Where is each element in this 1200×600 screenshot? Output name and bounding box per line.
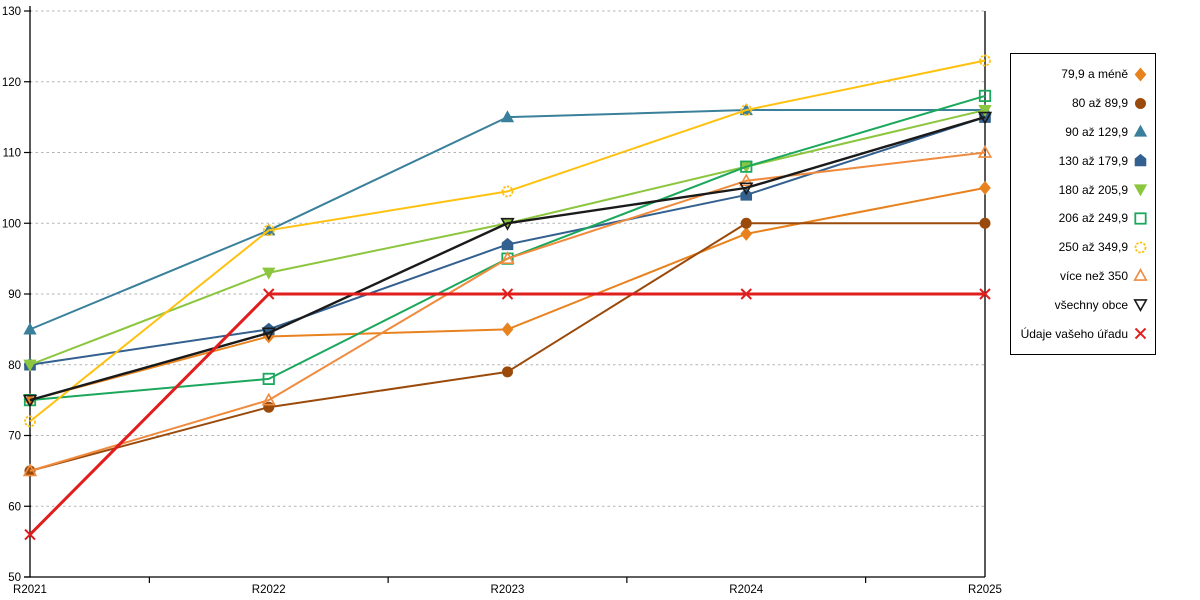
legend-item-label: Údaje vašeho úřadu xyxy=(1020,326,1128,341)
legend-item-label: 130 až 179,9 xyxy=(1058,153,1128,168)
series-line xyxy=(29,151,986,472)
legend-marker-icon xyxy=(1133,125,1148,138)
data-point-marker xyxy=(500,217,515,231)
x-tick-label: R2023 xyxy=(491,584,525,596)
legend-marker-icon xyxy=(1133,184,1148,197)
data-point-marker xyxy=(22,394,38,408)
y-tick-label: 110 xyxy=(3,148,21,160)
legend-item-label: 90 až 129,9 xyxy=(1065,124,1128,139)
data-point-marker xyxy=(977,145,993,158)
legend-item: 79,9 a méně xyxy=(1011,67,1155,82)
legend-item-label: více než 350 xyxy=(1059,268,1128,283)
legend-item: 180 až 205,9 xyxy=(1011,182,1155,197)
data-point-marker xyxy=(262,372,275,385)
data-point-marker xyxy=(740,217,752,229)
legend-item-label: 206 až 249,9 xyxy=(1058,211,1128,226)
legend-marker-icon xyxy=(1134,212,1147,225)
square-open-marker-icon xyxy=(1134,212,1147,225)
legend-item-label: 250 až 349,9 xyxy=(1058,240,1128,255)
triangle-up-open-marker-icon xyxy=(1133,268,1148,282)
data-point-marker xyxy=(22,463,38,477)
legend-marker-icon xyxy=(1134,241,1147,254)
legend-item: 250 až 349,9 xyxy=(1011,240,1155,255)
y-tick-label: 90 xyxy=(8,289,21,301)
x-tick-label: R2021 xyxy=(13,584,47,596)
data-point-marker xyxy=(261,327,276,341)
data-point-marker xyxy=(978,89,992,103)
data-point-marker xyxy=(23,359,37,372)
legend-marker-icon xyxy=(1133,268,1148,282)
legend-marker-icon xyxy=(1135,97,1146,109)
data-point-marker xyxy=(978,104,992,117)
data-point-marker xyxy=(977,111,993,125)
y-tick-label: 100 xyxy=(2,218,21,230)
series-line xyxy=(29,115,986,402)
y-tick-label: 50 xyxy=(8,572,21,584)
pentagon-marker-icon xyxy=(1134,154,1147,167)
data-point-marker xyxy=(501,185,514,198)
triangle-up-marker-icon xyxy=(1133,125,1148,138)
data-point-marker xyxy=(24,528,36,541)
legend-item-label: 79,9 a méně xyxy=(1061,67,1128,82)
circle-open-marker-icon xyxy=(1134,241,1147,254)
data-point-marker xyxy=(740,226,753,241)
triangle-down-marker-icon xyxy=(1133,184,1148,197)
series-line xyxy=(29,222,985,472)
circle-marker-icon xyxy=(1135,97,1146,109)
legend-item: Údaje vašeho úřadu xyxy=(1011,326,1155,341)
legend-marker-icon xyxy=(1134,327,1147,340)
data-point-marker xyxy=(262,267,276,280)
legend-item: 80 až 89,9 xyxy=(1011,96,1155,111)
data-point-marker xyxy=(740,104,753,116)
triangle-down-open-marker-icon xyxy=(1133,299,1148,313)
data-point-marker xyxy=(979,288,991,300)
legend-marker-icon xyxy=(1134,67,1147,82)
legend-item-label: 180 až 205,9 xyxy=(1058,182,1128,197)
legend-item: všechny obce xyxy=(1011,297,1155,313)
x-tick-label: R2024 xyxy=(729,584,763,596)
data-point-marker xyxy=(262,224,275,237)
data-point-marker xyxy=(501,288,514,300)
legend-item: 90 až 129,9 xyxy=(1011,124,1155,139)
y-tick-label: 60 xyxy=(8,501,21,513)
data-point-marker xyxy=(502,366,513,378)
y-tick-label: 130 xyxy=(2,6,21,18)
diamond-marker-icon xyxy=(1134,67,1147,82)
data-point-marker xyxy=(500,251,515,265)
data-point-marker xyxy=(23,322,37,335)
data-point-marker xyxy=(739,182,754,196)
data-point-marker xyxy=(500,110,515,123)
legend-item-label: všechny obce xyxy=(1054,297,1128,312)
data-point-marker xyxy=(24,415,36,428)
data-point-marker xyxy=(263,401,275,413)
legend-item-label: 80 až 89,9 xyxy=(1071,96,1128,111)
x-tick-label: R2025 xyxy=(968,584,1002,596)
y-tick-label: 80 xyxy=(8,360,21,372)
data-point-marker xyxy=(740,160,753,173)
data-point-marker xyxy=(261,392,276,406)
x-marker-icon xyxy=(1134,327,1147,340)
data-point-marker xyxy=(979,180,991,195)
data-point-marker xyxy=(263,288,275,300)
legend-marker-icon xyxy=(1134,154,1147,167)
series-line xyxy=(29,59,986,423)
data-point-marker xyxy=(501,237,514,251)
legend-item: více než 350 xyxy=(1011,268,1155,283)
data-point-marker xyxy=(740,288,752,300)
data-point-marker xyxy=(979,54,991,67)
legend-item: 206 až 249,9 xyxy=(1011,211,1155,226)
legend: 79,9 a méně 80 až 89,9 90 až 129,9 130 až 1… xyxy=(1010,53,1156,355)
y-tick-label: 120 xyxy=(2,77,21,89)
data-point-marker xyxy=(501,322,514,337)
legend-item: 130 až 179,9 xyxy=(1011,153,1155,168)
data-point-marker xyxy=(739,173,754,187)
y-tick-label: 70 xyxy=(8,431,21,443)
data-point-marker xyxy=(979,217,991,229)
legend-marker-icon xyxy=(1133,299,1148,313)
x-tick-label: R2022 xyxy=(252,584,286,596)
